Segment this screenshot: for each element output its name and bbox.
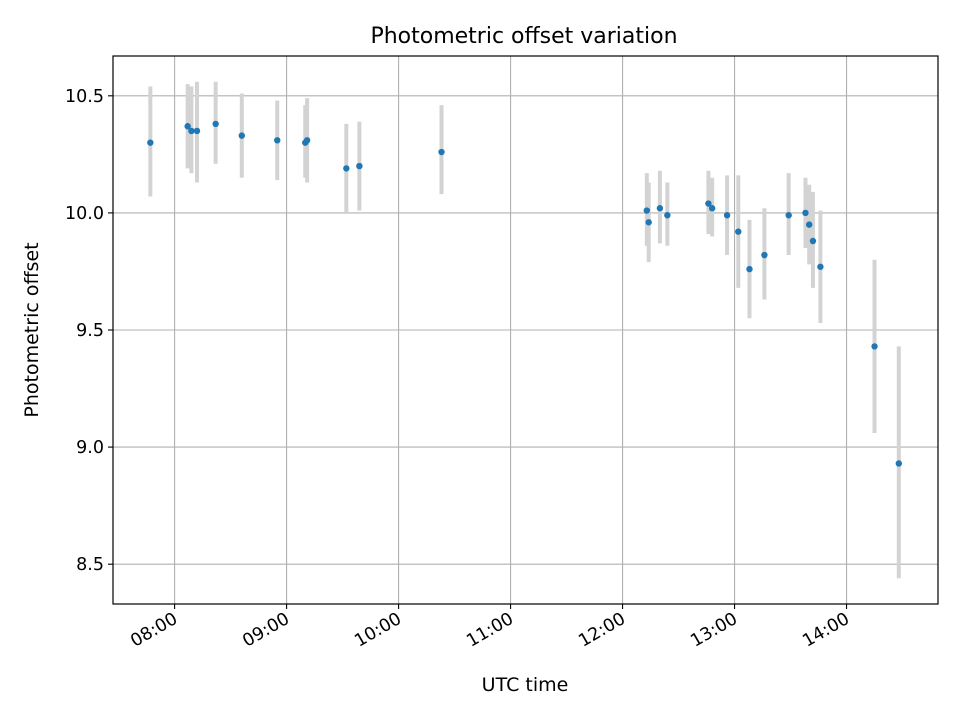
x-tick-label: 08:00 — [127, 609, 181, 652]
data-point — [735, 228, 742, 235]
data-point — [645, 219, 652, 226]
x-axis-ticks: 08:00 09:00 10:00 11:00 12:00 13:00 14:00 — [127, 604, 853, 652]
y-tick-label: 9.5 — [76, 321, 104, 341]
x-tick-label: 11:00 — [463, 609, 517, 652]
data-point — [806, 221, 813, 228]
data-point — [193, 127, 201, 135]
data-point — [238, 132, 245, 139]
y-gridlines — [113, 95, 938, 565]
y-tick-label: 8.5 — [76, 555, 104, 575]
x-axis-label: UTC time — [482, 674, 569, 696]
y-tick-label: 9.0 — [76, 438, 104, 458]
data-point — [184, 123, 191, 130]
x-tick-label: 10:00 — [351, 609, 405, 652]
data-point — [895, 460, 903, 467]
data-point — [643, 207, 651, 214]
data-point — [761, 251, 768, 259]
data-point — [303, 137, 311, 144]
data-point — [343, 165, 350, 172]
y-axis-ticks: 8.5 9.0 9.5 10.0 10.5 — [65, 87, 113, 575]
chart-title: Photometric offset variation — [370, 24, 677, 49]
data-point — [746, 265, 753, 273]
data-point — [871, 343, 878, 350]
data-point — [723, 212, 731, 219]
y-axis-label: Photometric offset — [21, 242, 43, 417]
x-tick-label: 14:00 — [799, 609, 853, 652]
data-point — [438, 148, 445, 156]
data-point — [274, 137, 281, 144]
data-point — [212, 120, 219, 128]
data-point — [802, 209, 809, 217]
data-point — [188, 127, 195, 135]
data-point — [147, 139, 154, 146]
data-points — [147, 120, 903, 467]
x-tick-label: 12:00 — [575, 609, 629, 652]
data-point — [708, 205, 716, 212]
data-point — [817, 263, 824, 270]
x-tick-label: 09:00 — [239, 609, 293, 652]
data-point — [664, 212, 671, 219]
data-point — [356, 162, 363, 170]
data-point — [785, 212, 792, 219]
data-point — [656, 205, 664, 212]
data-point — [809, 237, 817, 245]
x-tick-label: 13:00 — [687, 609, 741, 652]
y-tick-label: 10.0 — [65, 204, 104, 224]
y-tick-label: 10.5 — [65, 87, 104, 107]
data-point — [705, 200, 712, 207]
